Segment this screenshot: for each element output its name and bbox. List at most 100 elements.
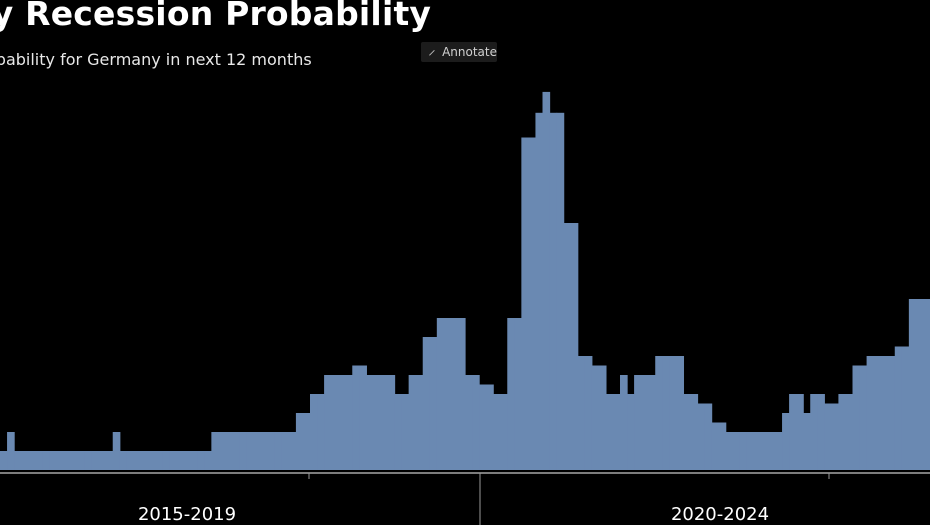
area-step xyxy=(324,375,332,470)
area-step xyxy=(436,318,445,470)
area-step xyxy=(739,432,748,470)
area-step xyxy=(56,451,65,470)
area-step xyxy=(302,413,311,470)
area-step xyxy=(429,337,438,470)
area-step xyxy=(852,365,861,470)
x-tick-label: 2020-2024 xyxy=(671,504,769,525)
area-step xyxy=(387,375,396,470)
area-step xyxy=(746,432,755,470)
area-step xyxy=(591,365,600,470)
area-step xyxy=(239,432,248,470)
area-step xyxy=(63,451,72,470)
area-step xyxy=(894,346,903,470)
area-step xyxy=(620,375,628,470)
area-step xyxy=(683,394,692,470)
area-step xyxy=(28,451,36,470)
area-step xyxy=(493,394,501,470)
area-step xyxy=(782,413,790,470)
area-step xyxy=(288,432,297,470)
area-step xyxy=(831,403,840,470)
area-step xyxy=(422,337,431,470)
area-step xyxy=(225,432,234,470)
area-step xyxy=(718,422,727,470)
area-step xyxy=(197,451,205,470)
area-step xyxy=(126,451,135,470)
area-step xyxy=(133,451,142,470)
area-step xyxy=(338,375,346,470)
area-step xyxy=(648,375,656,470)
area-step xyxy=(98,451,107,470)
area-step xyxy=(753,432,762,470)
area-step xyxy=(479,384,487,470)
area-step xyxy=(824,403,832,470)
area-step xyxy=(528,137,537,470)
area-step xyxy=(84,451,93,470)
area-step xyxy=(612,394,621,470)
area-step xyxy=(662,356,670,470)
area-step xyxy=(577,356,586,470)
area-step xyxy=(845,394,854,470)
area-step xyxy=(514,318,522,470)
area-step xyxy=(887,356,896,470)
area-step xyxy=(542,91,551,471)
area-step xyxy=(655,356,663,470)
area-step xyxy=(295,413,304,470)
area-step xyxy=(866,356,875,470)
area-step xyxy=(42,451,50,470)
area-step xyxy=(7,432,15,470)
area-step xyxy=(190,451,198,470)
area-step xyxy=(465,375,473,470)
area-step xyxy=(443,318,452,470)
area-step xyxy=(394,394,403,470)
area-step xyxy=(380,375,389,470)
area-step xyxy=(584,356,593,470)
area-step xyxy=(162,451,170,470)
area-step xyxy=(232,432,241,470)
area-step xyxy=(563,223,572,470)
area-step xyxy=(204,451,212,470)
plot-area xyxy=(0,91,930,471)
area-step xyxy=(598,365,607,470)
area-step xyxy=(627,394,635,470)
area-step xyxy=(112,432,121,470)
area-step xyxy=(570,223,579,470)
area-step xyxy=(500,394,508,470)
area-step xyxy=(246,432,255,470)
area-step xyxy=(401,394,410,470)
area-step xyxy=(549,112,558,471)
area-step xyxy=(91,451,100,470)
area-step xyxy=(155,451,163,470)
area-step xyxy=(676,356,685,470)
area-step xyxy=(669,356,677,470)
area-step xyxy=(218,432,227,470)
area-step xyxy=(732,432,741,470)
area-step xyxy=(183,451,191,470)
area-step xyxy=(35,451,43,470)
area-step xyxy=(457,318,466,470)
area-step xyxy=(366,375,375,470)
area-step xyxy=(267,432,276,470)
area-step xyxy=(105,451,114,470)
area-step xyxy=(472,375,480,470)
area-step xyxy=(915,299,924,470)
area-step xyxy=(803,413,811,470)
area-step xyxy=(634,375,642,470)
area-step xyxy=(176,451,184,470)
area-step xyxy=(331,375,339,470)
area-step xyxy=(21,451,29,470)
area-step xyxy=(281,432,290,470)
area-step xyxy=(901,346,910,470)
area-step xyxy=(704,403,713,470)
area-step xyxy=(859,365,868,470)
area-step xyxy=(70,451,79,470)
area-step xyxy=(408,375,417,470)
area-step xyxy=(77,451,86,470)
area-step xyxy=(119,451,128,470)
area-step xyxy=(373,375,382,470)
annotate-button[interactable]: Annotate xyxy=(421,42,497,62)
area-step xyxy=(253,432,262,470)
area-step xyxy=(880,356,889,470)
area-step xyxy=(725,432,734,470)
area-step xyxy=(49,451,57,470)
